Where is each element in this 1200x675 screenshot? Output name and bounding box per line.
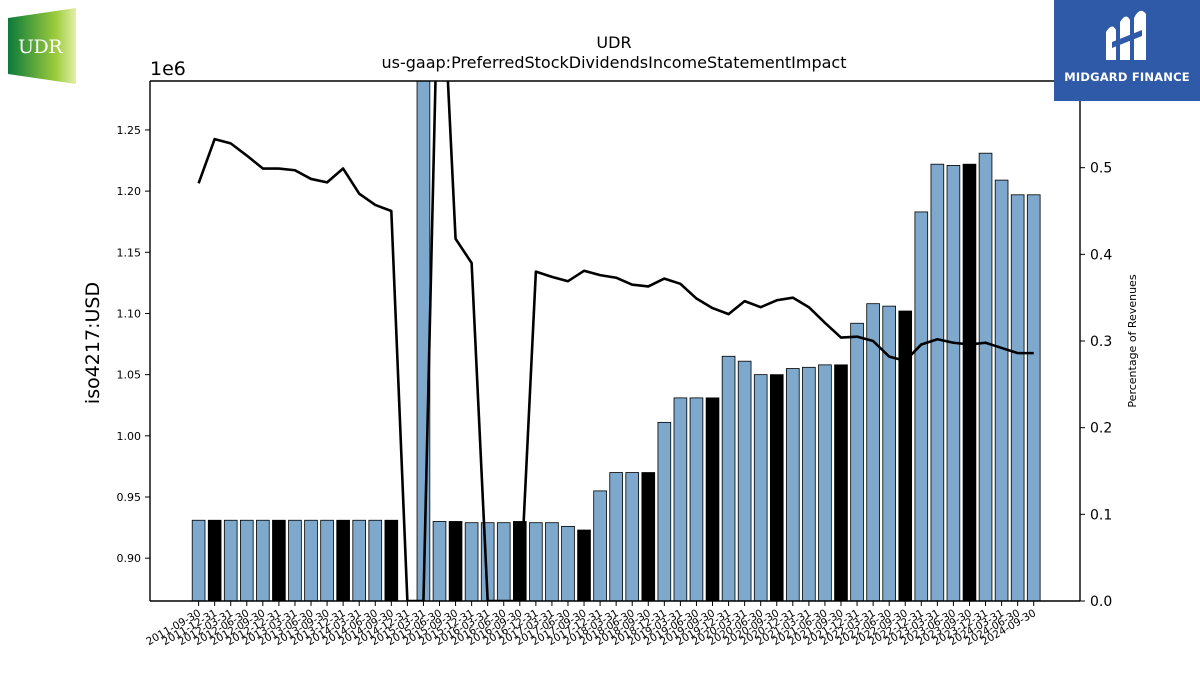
bar-2012-12-31 [272, 519, 286, 601]
y-axis-ticks: 0.90 0.95 1.00 1.05 1.10 1.15 1.20 1.25 [117, 124, 150, 565]
y-tick-label: 1.05 [117, 369, 142, 382]
bar-2024-06-30 [1010, 194, 1025, 601]
y-tick-label: 0.95 [117, 491, 142, 504]
y2-tick-label: 0.3 [1090, 334, 1112, 350]
bar-2011-12-31 [207, 519, 222, 601]
bar-2022-12-31 [914, 211, 929, 601]
bar-2013-03-31 [288, 519, 302, 601]
percentage-of-revenues-line [197, 81, 1034, 601]
bar-2015-09-30 [448, 521, 463, 601]
bar-2018-03-31 [609, 472, 623, 601]
bar-2014-03-31 [352, 519, 366, 601]
bar-2018-09-30 [641, 472, 656, 601]
y-scale-label: 1e6 [150, 58, 186, 80]
bar-2017-12-31 [593, 490, 607, 601]
chart-title: UDR [596, 33, 631, 52]
bar-2021-09-30 [834, 364, 848, 601]
line-series [197, 81, 1034, 601]
bar-2020-12-31 [786, 368, 800, 601]
bar-2019-03-31 [673, 397, 688, 601]
bar-2017-06-30 [561, 525, 575, 601]
bar-2024-03-31 [994, 179, 1009, 601]
y2-tick-label: 0.0 [1090, 594, 1112, 610]
bar-2020-06-30 [753, 374, 768, 601]
bar-2023-09-30 [962, 163, 977, 601]
y-tick-label: 1.20 [117, 185, 142, 198]
bar-2012-03-31 [223, 519, 238, 601]
bar-2021-12-31 [850, 322, 864, 601]
bar-2014-06-30 [368, 519, 383, 601]
y-tick-label: 1.00 [117, 430, 142, 443]
bar-2015-12-31 [464, 522, 479, 601]
bar-2016-12-31 [529, 522, 543, 601]
y-axis-label: iso4217:USD [82, 282, 104, 404]
bar-2023-03-31 [930, 163, 945, 601]
bar-2013-09-30 [320, 519, 334, 601]
bar-2022-09-30 [898, 310, 913, 601]
bar-2021-06-30 [818, 364, 832, 601]
y2-axis-label: Percentage of Revenues [1126, 274, 1139, 407]
y2-tick-label: 0.5 [1090, 161, 1112, 177]
bar-2017-03-31 [545, 522, 559, 601]
bar-2018-06-30 [625, 472, 640, 601]
bar-2018-12-31 [657, 421, 672, 601]
bar-2019-06-30 [689, 397, 704, 601]
bar-2019-09-30 [705, 397, 720, 601]
y2-tick-label: 0.1 [1090, 507, 1112, 523]
bar-2021-03-31 [802, 366, 816, 601]
y2-tick-label: 0.2 [1090, 421, 1112, 437]
midgard-finance-logo: MIDGARD FINANCE [1054, 0, 1200, 101]
x-axis-ticks: 2011-09-302011-12-312012-03-312012-06-30… [144, 601, 1038, 648]
bar-2023-12-31 [978, 152, 993, 601]
bar-2020-03-31 [737, 360, 752, 601]
y2-tick-label: 0.4 [1090, 247, 1112, 263]
y2-axis-ticks: 0.00.10.20.30.40.50.6 [1080, 74, 1112, 610]
bar-2023-06-30 [946, 165, 961, 601]
bar-2011-09-30 [191, 519, 206, 601]
bar-2014-09-30 [384, 519, 399, 601]
bar-2012-06-30 [239, 519, 254, 601]
bar-2015-03-31 [416, 81, 431, 601]
udr-logo-icon [8, 8, 76, 84]
udr-logo-text: UDR [18, 36, 63, 58]
bar-2024-09-30 [1026, 194, 1041, 601]
bar-2022-03-31 [866, 303, 880, 601]
bar-2016-06-30 [496, 522, 511, 601]
bar-2012-09-30 [256, 519, 270, 601]
bar-2022-06-30 [882, 305, 896, 601]
y-tick-label: 1.25 [117, 124, 142, 137]
bar-2019-12-31 [721, 355, 736, 601]
midgard-logo-icon [1106, 10, 1146, 61]
bar-series [191, 81, 1041, 601]
y-tick-label: 1.15 [117, 246, 142, 259]
y-tick-label: 1.10 [117, 307, 142, 320]
bar-2017-09-30 [577, 529, 591, 601]
y-tick-label: 0.90 [117, 552, 142, 565]
bar-2015-06-30 [432, 521, 447, 601]
udr-logo: UDR [8, 8, 76, 84]
bar-2013-06-30 [304, 519, 318, 601]
bar-2013-12-31 [336, 519, 350, 601]
chart-subtitle: us-gaap:PreferredStockDividendsIncomeSta… [382, 53, 847, 72]
bar-2020-09-30 [769, 374, 784, 601]
midgard-logo-text: MIDGARD FINANCE [1064, 70, 1190, 84]
